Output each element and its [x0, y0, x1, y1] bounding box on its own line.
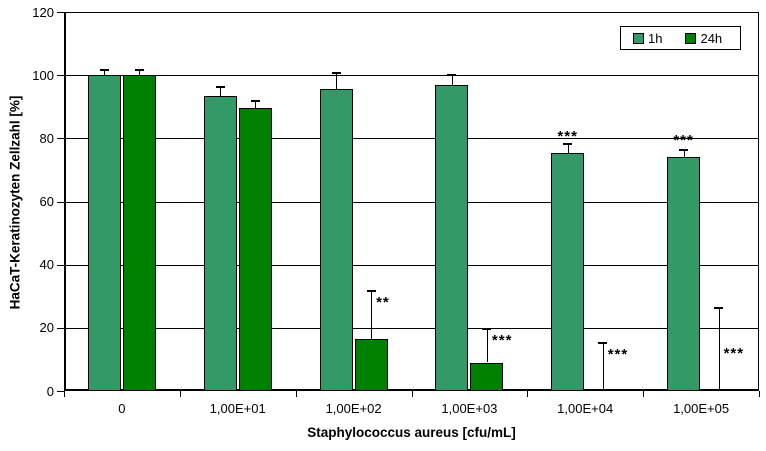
bar-1h-5	[667, 157, 701, 391]
y-tick-label: 40	[39, 257, 54, 273]
error-bar-24h-2	[371, 289, 373, 339]
error-bar-24h-0	[139, 68, 141, 76]
legend-label-24h: 24h	[700, 30, 723, 46]
error-bar-cap-24h-1	[250, 100, 260, 103]
legend-item-24h: 24h	[685, 31, 722, 46]
error-bar-1h-4	[567, 143, 569, 153]
x-tick-label: 1,00E+03	[441, 401, 498, 416]
y-axis-tick	[57, 391, 64, 392]
sig-label-24h-3: ***	[491, 332, 513, 349]
error-bar-cap-24h-4	[598, 342, 608, 344]
gridline	[64, 264, 759, 266]
bar-24h-1	[238, 108, 272, 391]
error-bar-1h-2	[336, 72, 338, 90]
y-axis-tick	[57, 12, 64, 13]
y-tick-label: 60	[39, 194, 54, 209]
bar-1h-4	[551, 152, 585, 391]
error-bar-cap-1h-1	[215, 86, 225, 89]
sig-label-24h-5: ***	[723, 344, 745, 362]
y-tick-label: 0	[46, 383, 54, 399]
x-axis-tick	[643, 391, 645, 397]
bar-1h-0	[87, 75, 121, 391]
bar-24h-2	[354, 338, 388, 391]
gridline	[64, 138, 759, 140]
bar-24h-3	[470, 362, 504, 391]
error-bar-cap-1h-5	[679, 149, 689, 152]
y-tick-label: 120	[32, 4, 54, 20]
x-tick-label: 0	[118, 401, 126, 416]
y-axis-tick	[57, 201, 64, 203]
x-tick-label: 1,00E+02	[325, 401, 382, 416]
y-tick-label: 100	[32, 67, 54, 83]
y-axis-tick	[57, 138, 64, 140]
x-axis-tick	[527, 391, 529, 397]
x-axis-tick	[411, 391, 413, 397]
error-bar-cap-24h-5	[714, 307, 724, 310]
legend-item-1h: 1h	[633, 31, 662, 46]
x-axis-tick	[179, 391, 181, 397]
error-bar-cap-1h-3	[447, 73, 457, 76]
bar-1h-2	[319, 89, 353, 391]
error-bar-cap-24h-3	[482, 327, 492, 330]
gridline	[64, 75, 759, 77]
error-bar-cap-24h-0	[134, 68, 144, 71]
y-axis-tick	[57, 75, 64, 77]
legend-swatch-24h-icon	[685, 32, 697, 44]
error-bar-24h-5	[718, 307, 720, 391]
x-tick-label: 1,00E+04	[557, 401, 614, 416]
gridline	[64, 201, 759, 203]
legend-swatch-1h-icon	[633, 32, 644, 44]
error-bar-24h-3	[486, 327, 488, 363]
legend-label-1h: 1h	[648, 30, 663, 46]
error-bar-cap-1h-0	[99, 68, 109, 71]
error-bar-cap-24h-2	[366, 289, 376, 292]
x-axis-tick	[295, 391, 297, 397]
sig-label-24h-2: **	[376, 294, 390, 312]
error-bar-cap-1h-2	[331, 72, 341, 74]
sig-label-24h-4: ***	[607, 346, 629, 364]
legend: 1h 24h	[620, 26, 741, 50]
bar-24h-0	[122, 75, 156, 391]
y-tick-label: 20	[39, 320, 54, 336]
y-tick-label: 80	[39, 130, 54, 146]
x-tick-label: 1,00E+05	[673, 401, 730, 416]
x-axis-tick	[64, 391, 65, 397]
bar-1h-1	[203, 95, 237, 391]
error-bar-1h-0	[104, 68, 106, 76]
error-bar-1h-1	[220, 86, 222, 96]
error-bar-1h-5	[683, 149, 685, 158]
y-axis-tick	[57, 327, 64, 329]
x-axis-title: Staphylococcus aureus [cfu/mL]	[307, 425, 516, 440]
bar-1h-3	[435, 84, 469, 391]
error-bar-24h-4	[602, 342, 604, 391]
x-tick-label: 1,00E+01	[209, 401, 266, 416]
sig-label-1h-5: ***	[673, 132, 694, 150]
error-bar-24h-1	[255, 100, 257, 109]
x-axis-tick	[759, 391, 760, 397]
gridline	[64, 327, 759, 329]
sig-label-1h-4: ***	[557, 127, 578, 145]
error-bar-cap-1h-4	[563, 143, 573, 146]
y-axis-tick	[57, 264, 64, 266]
error-bar-1h-3	[451, 73, 453, 85]
